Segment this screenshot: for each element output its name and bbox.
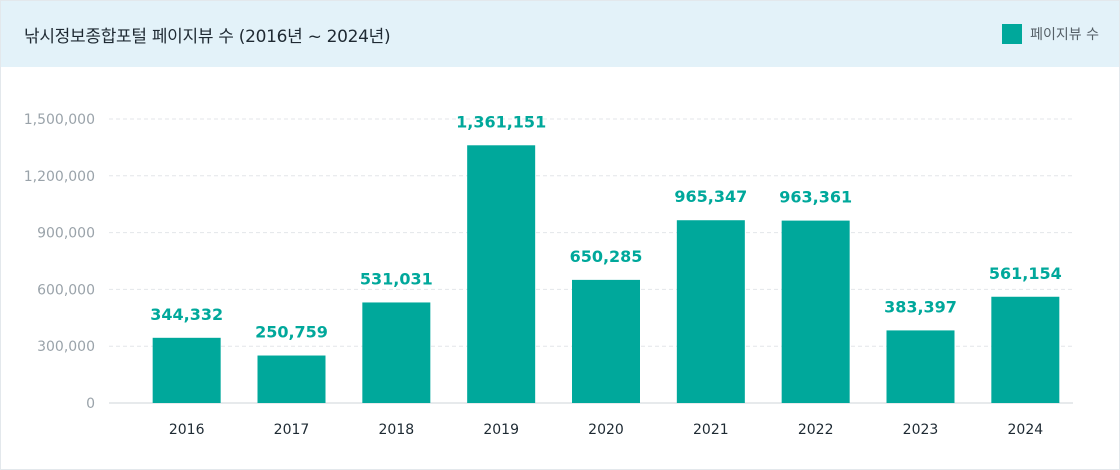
bar (572, 279, 640, 403)
bar-chart: 0 300,000 600,000 900,000 1,200,000 1,500,000… (24, 112, 1073, 438)
bar-value-label: 650,285 (570, 247, 643, 266)
x-tick-label: 2022 (798, 422, 834, 438)
bar (257, 355, 326, 403)
bar-value-label: 344,332 (150, 305, 223, 324)
chart-title: 낚시정보종합포털 페이지뷰 수 (2016년 ~ 2024년) (24, 26, 391, 47)
y-tick-label: 0 (86, 396, 95, 412)
bar (467, 145, 536, 403)
bar-value-label: 965,347 (674, 187, 747, 206)
legend: 페이지뷰 수 (1002, 24, 1099, 44)
bar-value-label: 1,361,151 (456, 112, 546, 131)
bar-value-label: 250,759 (255, 323, 328, 342)
y-tick-label: 300,000 (37, 339, 95, 355)
x-tick-label: 2020 (588, 422, 624, 438)
legend-label: 페이지뷰 수 (1030, 27, 1099, 43)
bar-value-label: 561,154 (989, 264, 1062, 283)
bar (991, 296, 1060, 403)
x-tick-label: 2016 (169, 422, 205, 438)
bar (676, 220, 745, 403)
bar-value-label: 383,397 (884, 297, 957, 316)
bar (781, 220, 850, 403)
x-tick-label: 2019 (483, 422, 519, 438)
y-tick-label: 1,500,000 (24, 112, 95, 128)
y-tick-label: 900,000 (37, 226, 95, 242)
bar (362, 302, 431, 403)
x-tick-label: 2024 (1008, 422, 1044, 438)
x-tick-label: 2018 (379, 422, 415, 438)
y-tick-label: 1,200,000 (24, 169, 95, 185)
bar (886, 330, 955, 403)
bar (152, 337, 221, 403)
bar-value-label: 531,031 (360, 269, 433, 288)
x-tick-label: 2021 (693, 422, 729, 438)
legend-swatch (1002, 24, 1023, 44)
x-tick-label: 2017 (274, 422, 310, 438)
y-tick-label: 600,000 (37, 282, 95, 298)
bar-value-label: 963,361 (779, 188, 852, 207)
x-tick-label: 2023 (903, 422, 939, 438)
chart-header: 낚시정보종합포털 페이지뷰 수 (2016년 ~ 2024년) 페이지뷰 수 (1, 1, 1119, 67)
